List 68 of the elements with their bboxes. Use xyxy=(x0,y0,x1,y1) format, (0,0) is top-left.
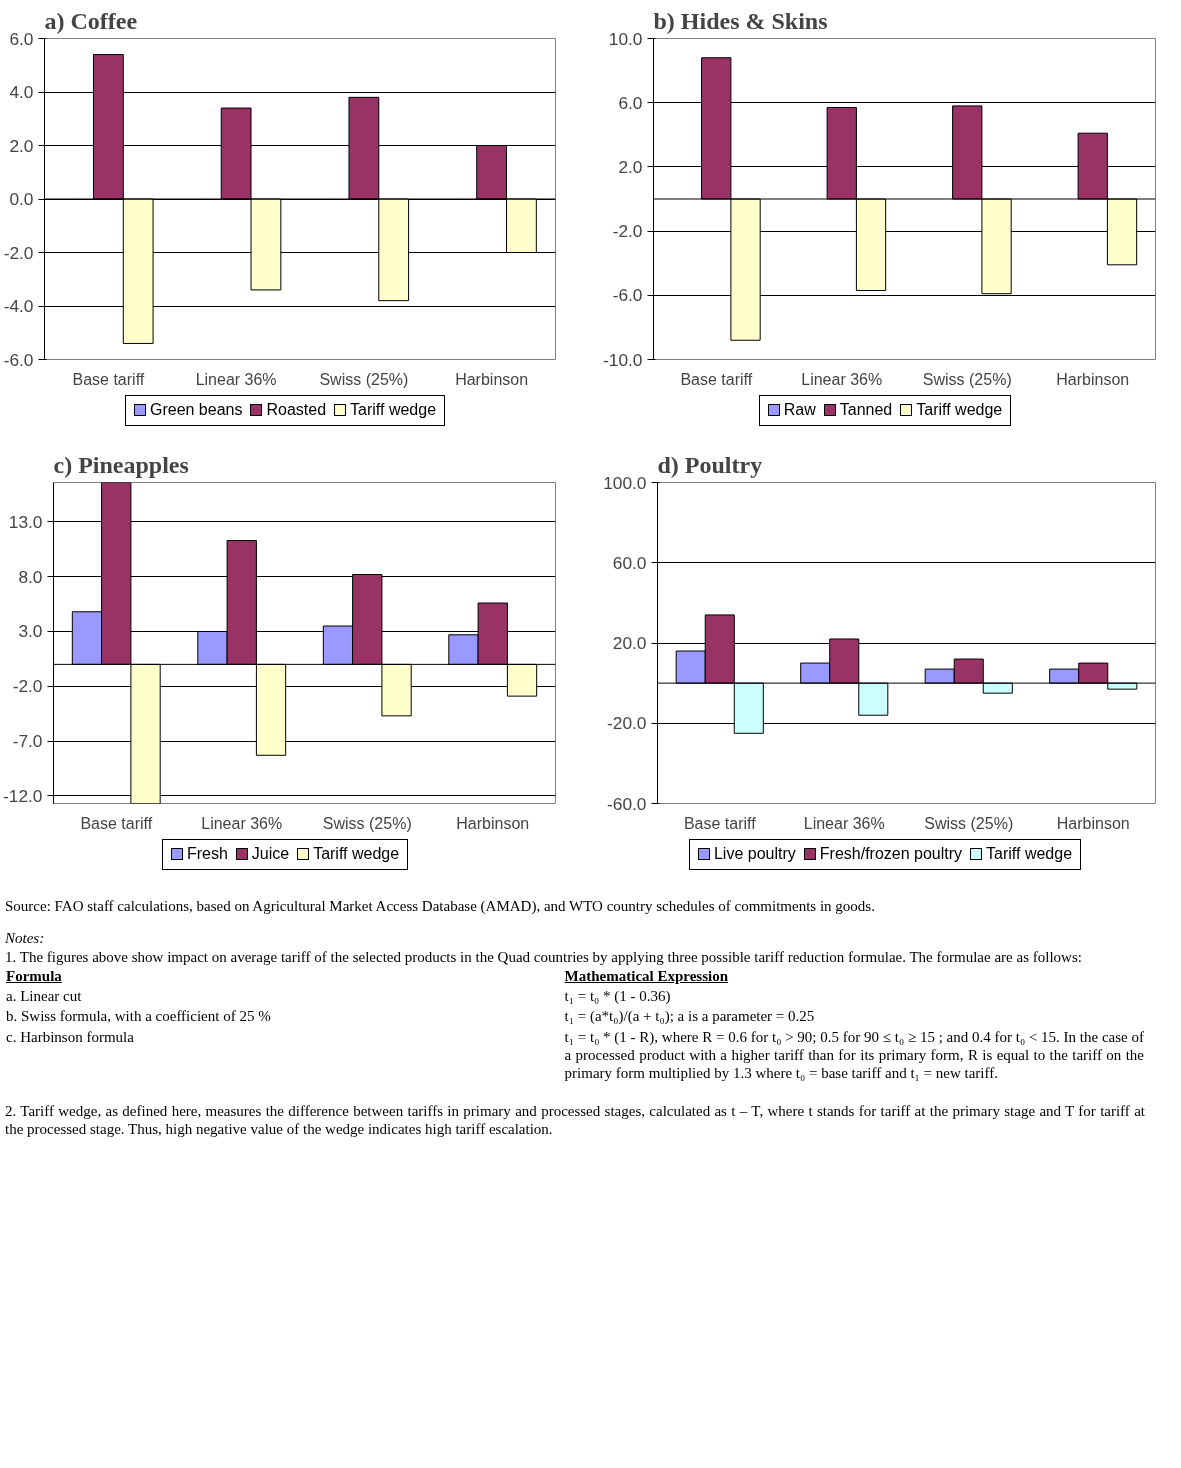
x-tick-label: Harbinson xyxy=(455,370,529,388)
legend-label: Tariff wedge xyxy=(313,845,400,862)
y-tick-label: 6.0 xyxy=(9,28,34,49)
y-tick-label: 3.0 xyxy=(18,621,43,642)
text: c. Harbinson formula xyxy=(5,1027,135,1047)
y-tick-label: 13.0 xyxy=(8,511,43,532)
legend-label: Fresh/frozen poultry xyxy=(819,845,963,862)
legend-label: Live poultry xyxy=(713,845,796,862)
chart-title: b) Hides & Skins xyxy=(653,7,828,34)
y-tick-label: -4.0 xyxy=(3,296,34,316)
x-tick-label: Base tariff xyxy=(680,370,753,388)
x-tick-label: Swiss (25%) xyxy=(922,370,1012,388)
legend-label: Tariff wedge xyxy=(916,401,1003,418)
y-tick-label: -6.0 xyxy=(612,285,643,306)
y-tick-label: 10.0 xyxy=(608,28,643,49)
y-tick-label: 100.0 xyxy=(603,472,647,493)
x-tick-label: Swiss (25%) xyxy=(924,814,1014,832)
y-tick-label: -2.0 xyxy=(12,676,43,697)
y-tick-label: 6.0 xyxy=(618,92,643,113)
text: Mathematical Expression xyxy=(564,967,729,984)
text: 2. Tariff wedge, as defined here, measures the difference between tariffs in primary and processed stages, calculated as t – T, where t stands for tariff at the primary stage and T for tariff at the processed stage. Thus, high negative value of the wedge indicates high tariff escalation. xyxy=(5,1101,1145,1139)
y-tick-label: -2.0 xyxy=(612,221,643,242)
x-tick-label: Linear 36% xyxy=(803,814,885,832)
text: a. Linear cut xyxy=(5,987,83,1007)
chart-title: c) Pineapples xyxy=(53,451,189,478)
text: Formula xyxy=(6,967,62,984)
x-tick-label: Linear 36% xyxy=(801,370,883,388)
y-tick-label: 2.0 xyxy=(618,156,643,177)
x-tick-label: Swiss (25%) xyxy=(319,370,409,388)
text: 1. The figures above show impact on average tariff of the selected products in the Quad countries by applying three possible tariff reduction formulae. The formulae are as follows: xyxy=(5,947,1083,966)
y-tick-label: 4.0 xyxy=(9,82,34,102)
x-tick-label: Swiss (25%) xyxy=(322,814,412,832)
source-note: Source: FAO staff calculations, based on Agricultural Market Access Database (AMAD), and WTO country schedules of commitments in goods. xyxy=(5,897,876,916)
y-tick-label: 0.0 xyxy=(9,189,34,209)
y-tick-label: 2.0 xyxy=(9,135,34,156)
x-tick-label: Harbinson xyxy=(1056,814,1130,832)
x-tick-label: Harbinson xyxy=(1056,370,1130,388)
legend-label: Raw xyxy=(783,401,816,418)
legend-label: Tariff wedge xyxy=(986,845,1073,862)
x-tick-label: Linear 36% xyxy=(195,370,277,388)
y-tick-label: -2.0 xyxy=(3,242,34,263)
y-tick-label: -10.0 xyxy=(603,349,643,370)
y-tick-label: -6.0 xyxy=(3,349,34,370)
y-tick-label: -20.0 xyxy=(607,713,647,734)
y-tick-label: -60.0 xyxy=(607,793,647,814)
x-tick-label: Base tariff xyxy=(72,370,145,388)
legend-label: Green beans xyxy=(149,401,243,418)
text: t₁ = t₀ * (1 - 0.36) xyxy=(563,987,672,1007)
x-tick-label: Base tariff xyxy=(683,814,757,832)
legend-label: Juice xyxy=(251,845,290,862)
x-tick-label: Linear 36% xyxy=(201,814,283,832)
y-tick-label: -7.0 xyxy=(12,731,43,752)
x-tick-label: Base tariff xyxy=(80,814,153,832)
legend-label: Tanned xyxy=(839,401,893,418)
text: b. Swiss formula, with a coefficient of 25 % xyxy=(5,1007,272,1027)
x-tick-label: Harbinson xyxy=(456,814,530,832)
text: Notes: xyxy=(5,930,45,947)
y-tick-label: 60.0 xyxy=(612,552,647,573)
y-tick-label: -12.0 xyxy=(3,785,43,806)
y-tick-label: 20.0 xyxy=(612,633,647,653)
legend-label: Roasted xyxy=(266,401,327,418)
text: t₁ = (a*t₀)/(a + t₀); a is a parameter = 0.25 xyxy=(563,1007,816,1027)
y-tick-label: 8.0 xyxy=(18,566,43,587)
text: t₁ = t₀ * (1 - R), where R = 0.6 for t₀ > 90; 0.5 for 90 ≤ t₀ ≥ 15 ; and 0.4 for t₀ < 15. In the case of a processed product with a higher tariff than for its primary form, R is equal to the tariff on the primary form multiplied by 1.3 where t₀ = base tariff and t₁ = new tariff. xyxy=(563,1027,1145,1084)
chart-title: a) Coffee xyxy=(44,7,138,34)
legend-label: Tariff wedge xyxy=(350,401,437,418)
legend-label: Fresh xyxy=(186,845,228,862)
chart-title: d) Poultry xyxy=(657,451,763,478)
